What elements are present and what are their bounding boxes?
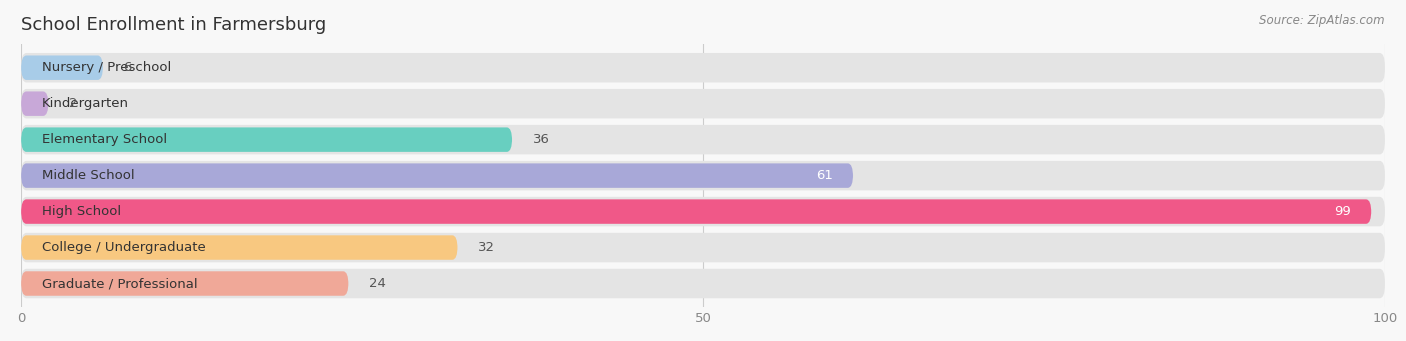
Text: Elementary School: Elementary School <box>42 133 167 146</box>
Text: 24: 24 <box>368 277 385 290</box>
Text: 61: 61 <box>815 169 832 182</box>
Text: Middle School: Middle School <box>42 169 134 182</box>
Text: Source: ZipAtlas.com: Source: ZipAtlas.com <box>1260 14 1385 27</box>
Text: Kindergarten: Kindergarten <box>42 97 128 110</box>
FancyBboxPatch shape <box>21 91 48 116</box>
FancyBboxPatch shape <box>21 269 1385 298</box>
Text: School Enrollment in Farmersburg: School Enrollment in Farmersburg <box>21 16 326 34</box>
Text: 36: 36 <box>533 133 550 146</box>
FancyBboxPatch shape <box>21 271 349 296</box>
Text: Graduate / Professional: Graduate / Professional <box>42 277 197 290</box>
FancyBboxPatch shape <box>21 128 512 152</box>
FancyBboxPatch shape <box>21 53 1385 83</box>
FancyBboxPatch shape <box>21 163 853 188</box>
FancyBboxPatch shape <box>21 125 1385 154</box>
Text: 2: 2 <box>69 97 77 110</box>
Text: 6: 6 <box>124 61 132 74</box>
Text: High School: High School <box>42 205 121 218</box>
FancyBboxPatch shape <box>21 233 1385 262</box>
FancyBboxPatch shape <box>21 235 457 260</box>
Text: College / Undergraduate: College / Undergraduate <box>42 241 205 254</box>
FancyBboxPatch shape <box>21 199 1371 224</box>
FancyBboxPatch shape <box>21 161 1385 190</box>
FancyBboxPatch shape <box>21 56 103 80</box>
Text: 99: 99 <box>1334 205 1351 218</box>
FancyBboxPatch shape <box>21 197 1385 226</box>
Text: 32: 32 <box>478 241 495 254</box>
Text: Nursery / Preschool: Nursery / Preschool <box>42 61 170 74</box>
FancyBboxPatch shape <box>21 89 1385 118</box>
